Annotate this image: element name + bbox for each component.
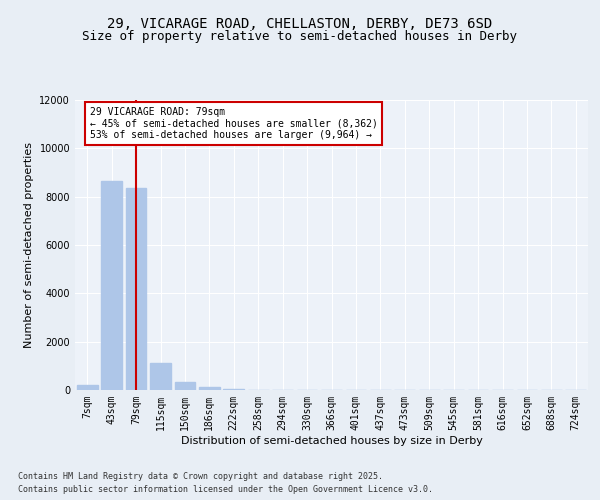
X-axis label: Distribution of semi-detached houses by size in Derby: Distribution of semi-detached houses by … — [181, 436, 482, 446]
Text: 29 VICARAGE ROAD: 79sqm
← 45% of semi-detached houses are smaller (8,362)
53% of: 29 VICARAGE ROAD: 79sqm ← 45% of semi-de… — [89, 108, 377, 140]
Bar — [223, 388, 244, 390]
Text: Size of property relative to semi-detached houses in Derby: Size of property relative to semi-detach… — [83, 30, 517, 43]
Text: 29, VICARAGE ROAD, CHELLASTON, DERBY, DE73 6SD: 29, VICARAGE ROAD, CHELLASTON, DERBY, DE… — [107, 18, 493, 32]
Y-axis label: Number of semi-detached properties: Number of semi-detached properties — [24, 142, 34, 348]
Bar — [77, 385, 98, 390]
Bar — [175, 382, 196, 390]
Bar — [199, 388, 220, 390]
Bar — [101, 181, 122, 390]
Bar — [125, 188, 146, 390]
Bar — [150, 364, 171, 390]
Text: Contains HM Land Registry data © Crown copyright and database right 2025.: Contains HM Land Registry data © Crown c… — [18, 472, 383, 481]
Text: Contains public sector information licensed under the Open Government Licence v3: Contains public sector information licen… — [18, 485, 433, 494]
